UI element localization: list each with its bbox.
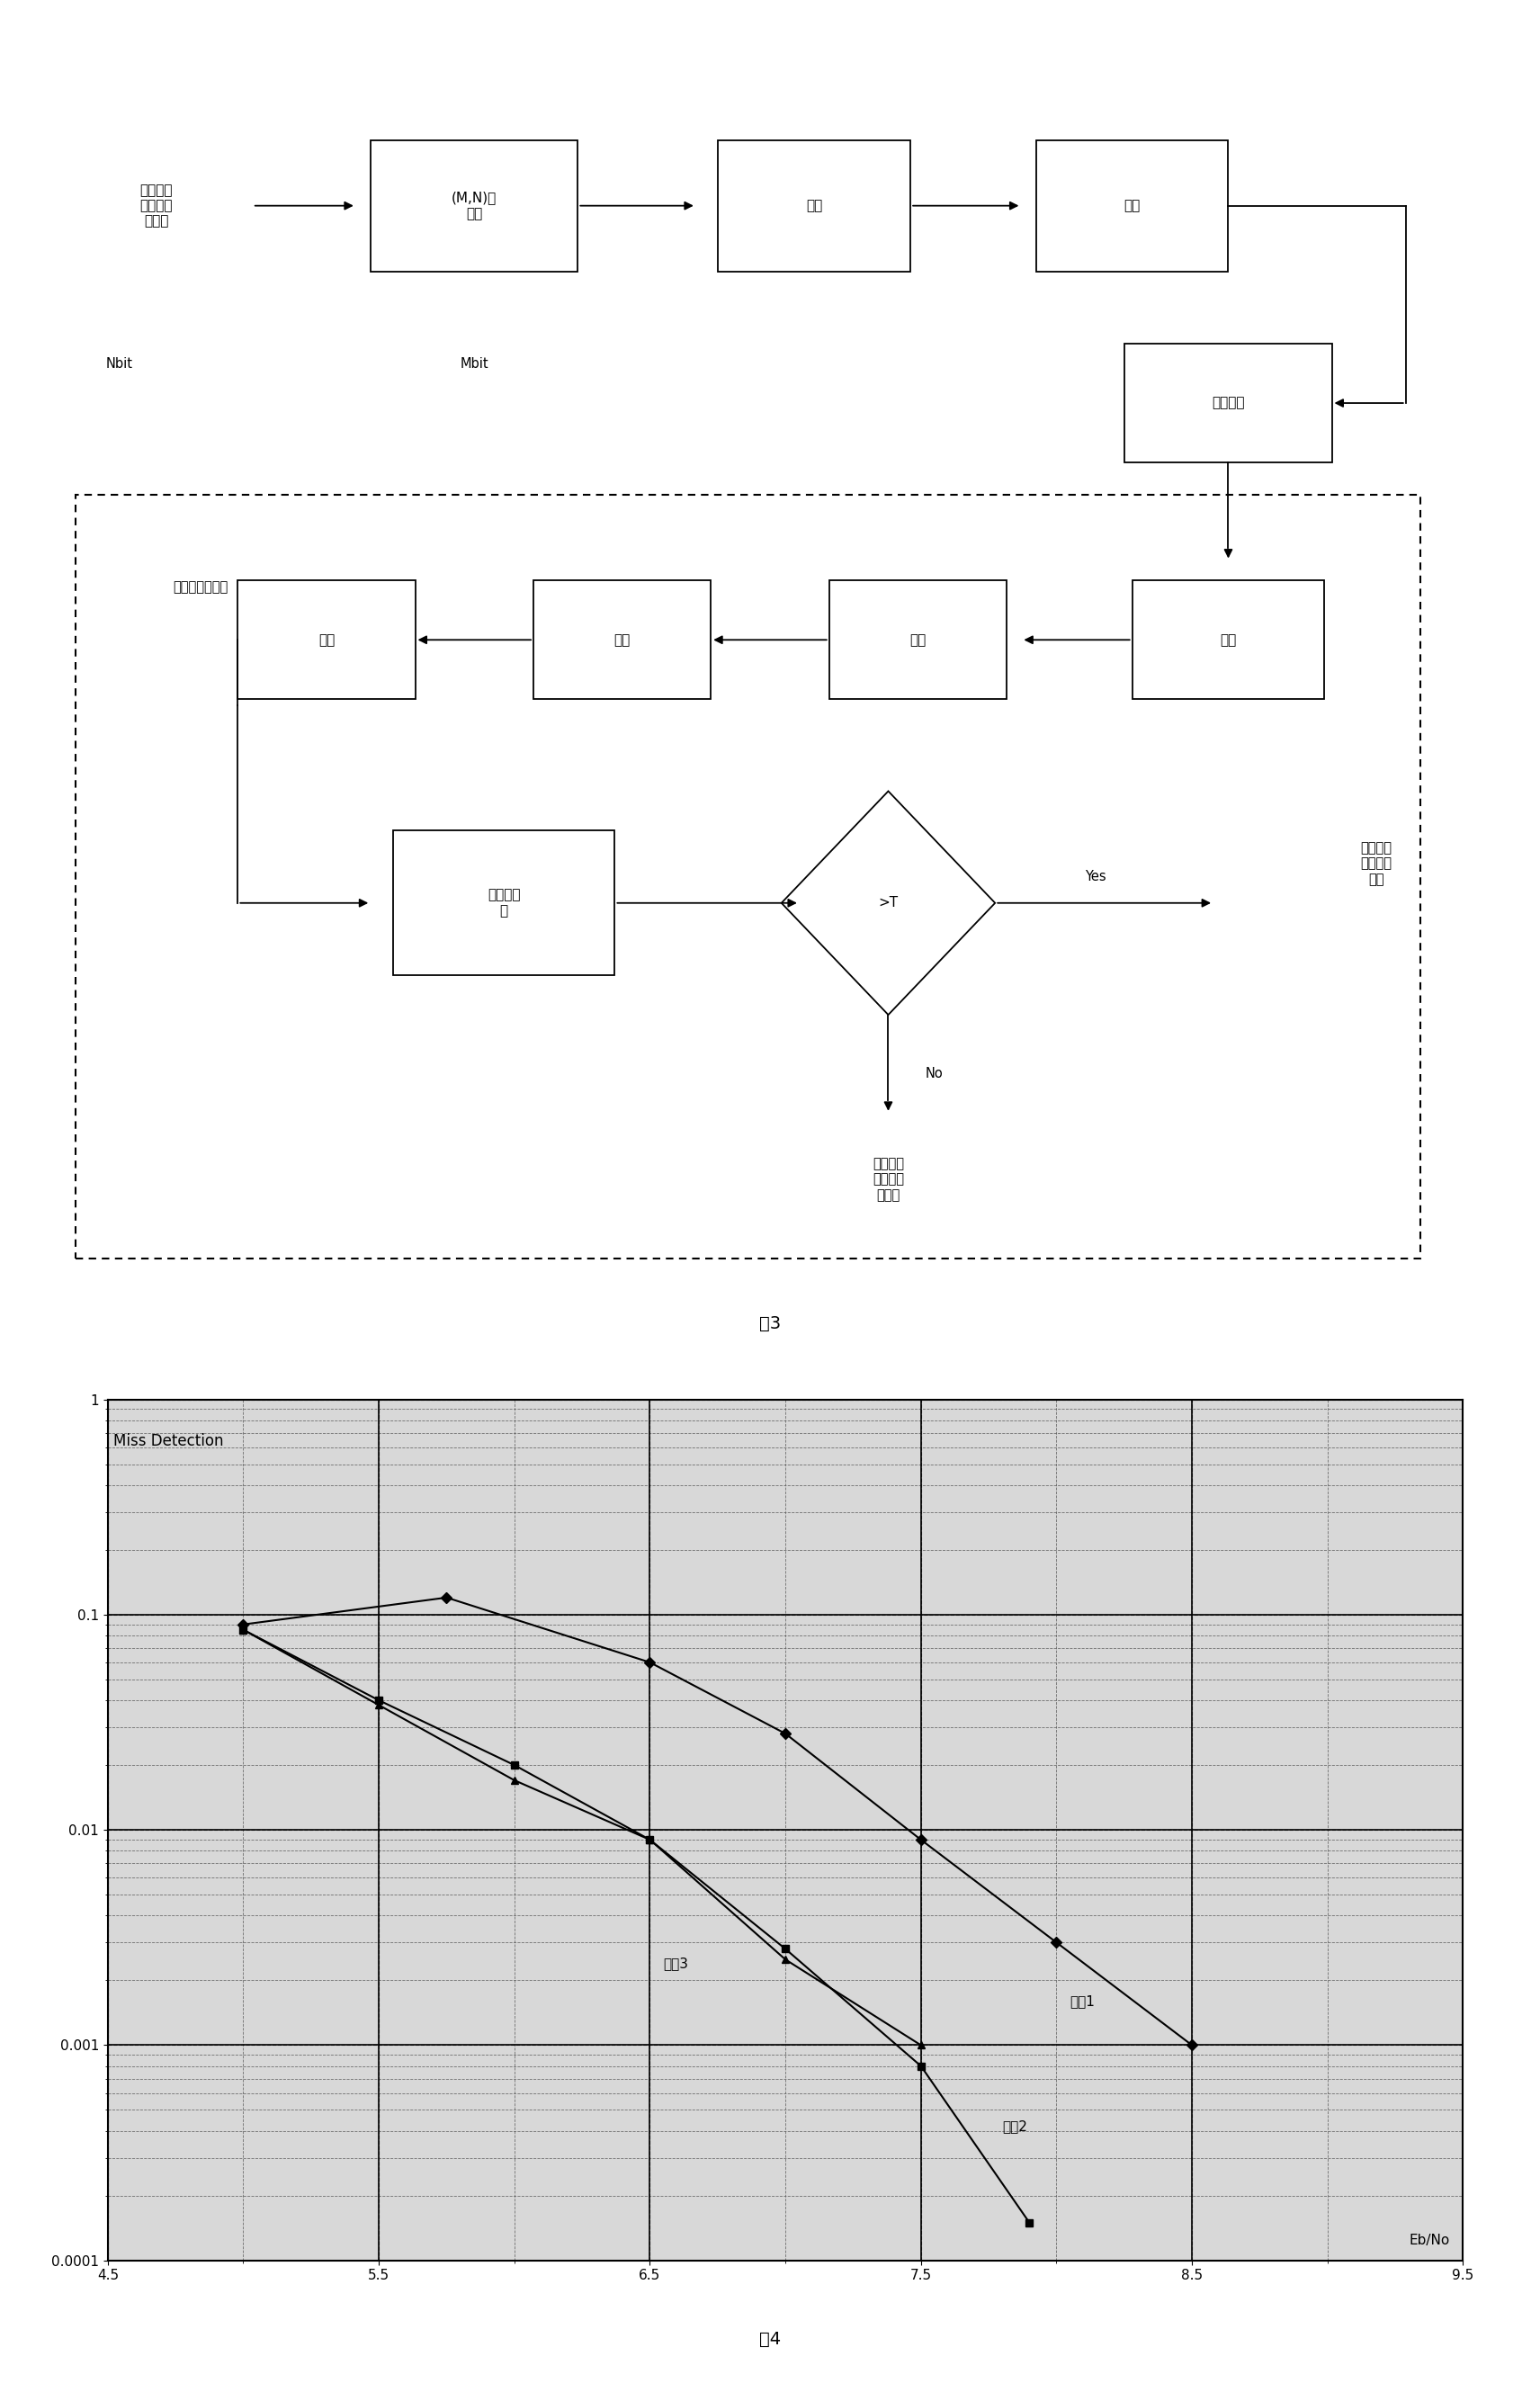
Text: 物理信道
传输的信
息比特: 物理信道 传输的信 息比特: [140, 184, 172, 227]
FancyBboxPatch shape: [533, 581, 711, 698]
Text: (M,N)块
编码: (M,N)块 编码: [451, 191, 497, 220]
Text: 图3: 图3: [759, 1316, 781, 1332]
FancyBboxPatch shape: [393, 830, 614, 976]
FancyBboxPatch shape: [1036, 139, 1229, 273]
Text: 扩频: 扩频: [805, 199, 822, 213]
FancyBboxPatch shape: [829, 581, 1007, 698]
FancyBboxPatch shape: [371, 139, 578, 273]
Text: 图4: 图4: [759, 2330, 781, 2349]
FancyBboxPatch shape: [237, 581, 416, 698]
Text: 最大译码打分値: 最大译码打分値: [174, 581, 228, 593]
Text: Mbit: Mbit: [460, 356, 488, 371]
FancyBboxPatch shape: [1124, 344, 1332, 462]
FancyBboxPatch shape: [1132, 581, 1324, 698]
Text: 曲线3: 曲线3: [664, 1957, 688, 1971]
Text: 物理信道
不存在信
息比特: 物理信道 不存在信 息比特: [873, 1158, 904, 1201]
Text: 平方求能
量: 平方求能 量: [488, 887, 521, 919]
Text: 加扰: 加扰: [1124, 199, 1141, 213]
Text: Eb/No: Eb/No: [1409, 2234, 1449, 2248]
Text: 曲线1: 曲线1: [1070, 1995, 1095, 2007]
Text: Nbit: Nbit: [106, 356, 132, 371]
Text: Miss Detection: Miss Detection: [114, 1433, 223, 1450]
Text: 纠偏: 纠偏: [614, 634, 630, 646]
FancyBboxPatch shape: [718, 139, 910, 273]
Text: 物理信道
存在信息
比特: 物理信道 存在信息 比特: [1360, 842, 1392, 885]
Text: 译码: 译码: [319, 634, 334, 646]
Text: 无线信道: 无线信道: [1212, 397, 1244, 409]
Text: 曲线2: 曲线2: [1003, 2119, 1027, 2134]
Text: Yes: Yes: [1084, 871, 1106, 883]
Polygon shape: [781, 792, 995, 1014]
FancyBboxPatch shape: [75, 495, 1420, 1258]
Text: 解扩: 解扩: [910, 634, 926, 646]
Text: 解扰: 解扰: [1220, 634, 1237, 646]
Text: >T: >T: [878, 897, 898, 909]
Text: No: No: [926, 1067, 942, 1081]
